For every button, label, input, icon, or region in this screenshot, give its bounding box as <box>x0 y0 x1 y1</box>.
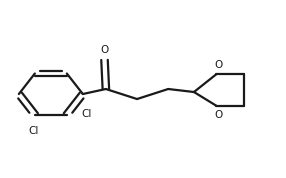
Text: O: O <box>214 110 223 120</box>
Text: O: O <box>214 60 223 70</box>
Text: Cl: Cl <box>28 125 39 136</box>
Text: O: O <box>100 46 109 56</box>
Text: Cl: Cl <box>81 109 91 119</box>
